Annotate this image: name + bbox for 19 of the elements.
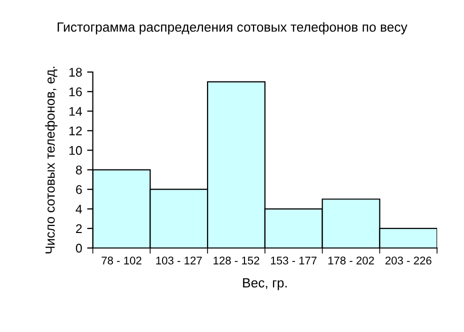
- x-tick-label: 203 - 226: [385, 256, 432, 264]
- y-tick-label: 4: [76, 204, 82, 214]
- y-tick-label: 6: [76, 185, 82, 194]
- x-tick-label: 178 - 202: [328, 256, 374, 264]
- x-axis-title: Вес, гр.: [243, 278, 287, 290]
- y-tick-label: 18: [69, 68, 82, 77]
- y-tick-label: 0: [76, 244, 82, 253]
- y-tick-label: 10: [69, 146, 82, 155]
- y-tick-label: 2: [76, 224, 82, 233]
- x-tick-label: 128 - 152: [214, 256, 260, 264]
- x-tick-label: 78 - 102: [102, 256, 142, 264]
- chart-title: Гистограмма распределения сотовых телефонов по весу: [58, 22, 408, 34]
- y-tick-label: 8: [76, 166, 82, 174]
- y-axis-title: Число сотовых телефонов, ед.: [45, 66, 58, 254]
- x-tick-label: 103 - 127: [156, 256, 202, 264]
- y-tick-label: 12: [69, 126, 82, 136]
- y-tick-label: 16: [69, 87, 82, 96]
- x-tick-label: 153 - 177: [271, 256, 317, 264]
- y-tick-label: 14: [69, 107, 82, 116]
